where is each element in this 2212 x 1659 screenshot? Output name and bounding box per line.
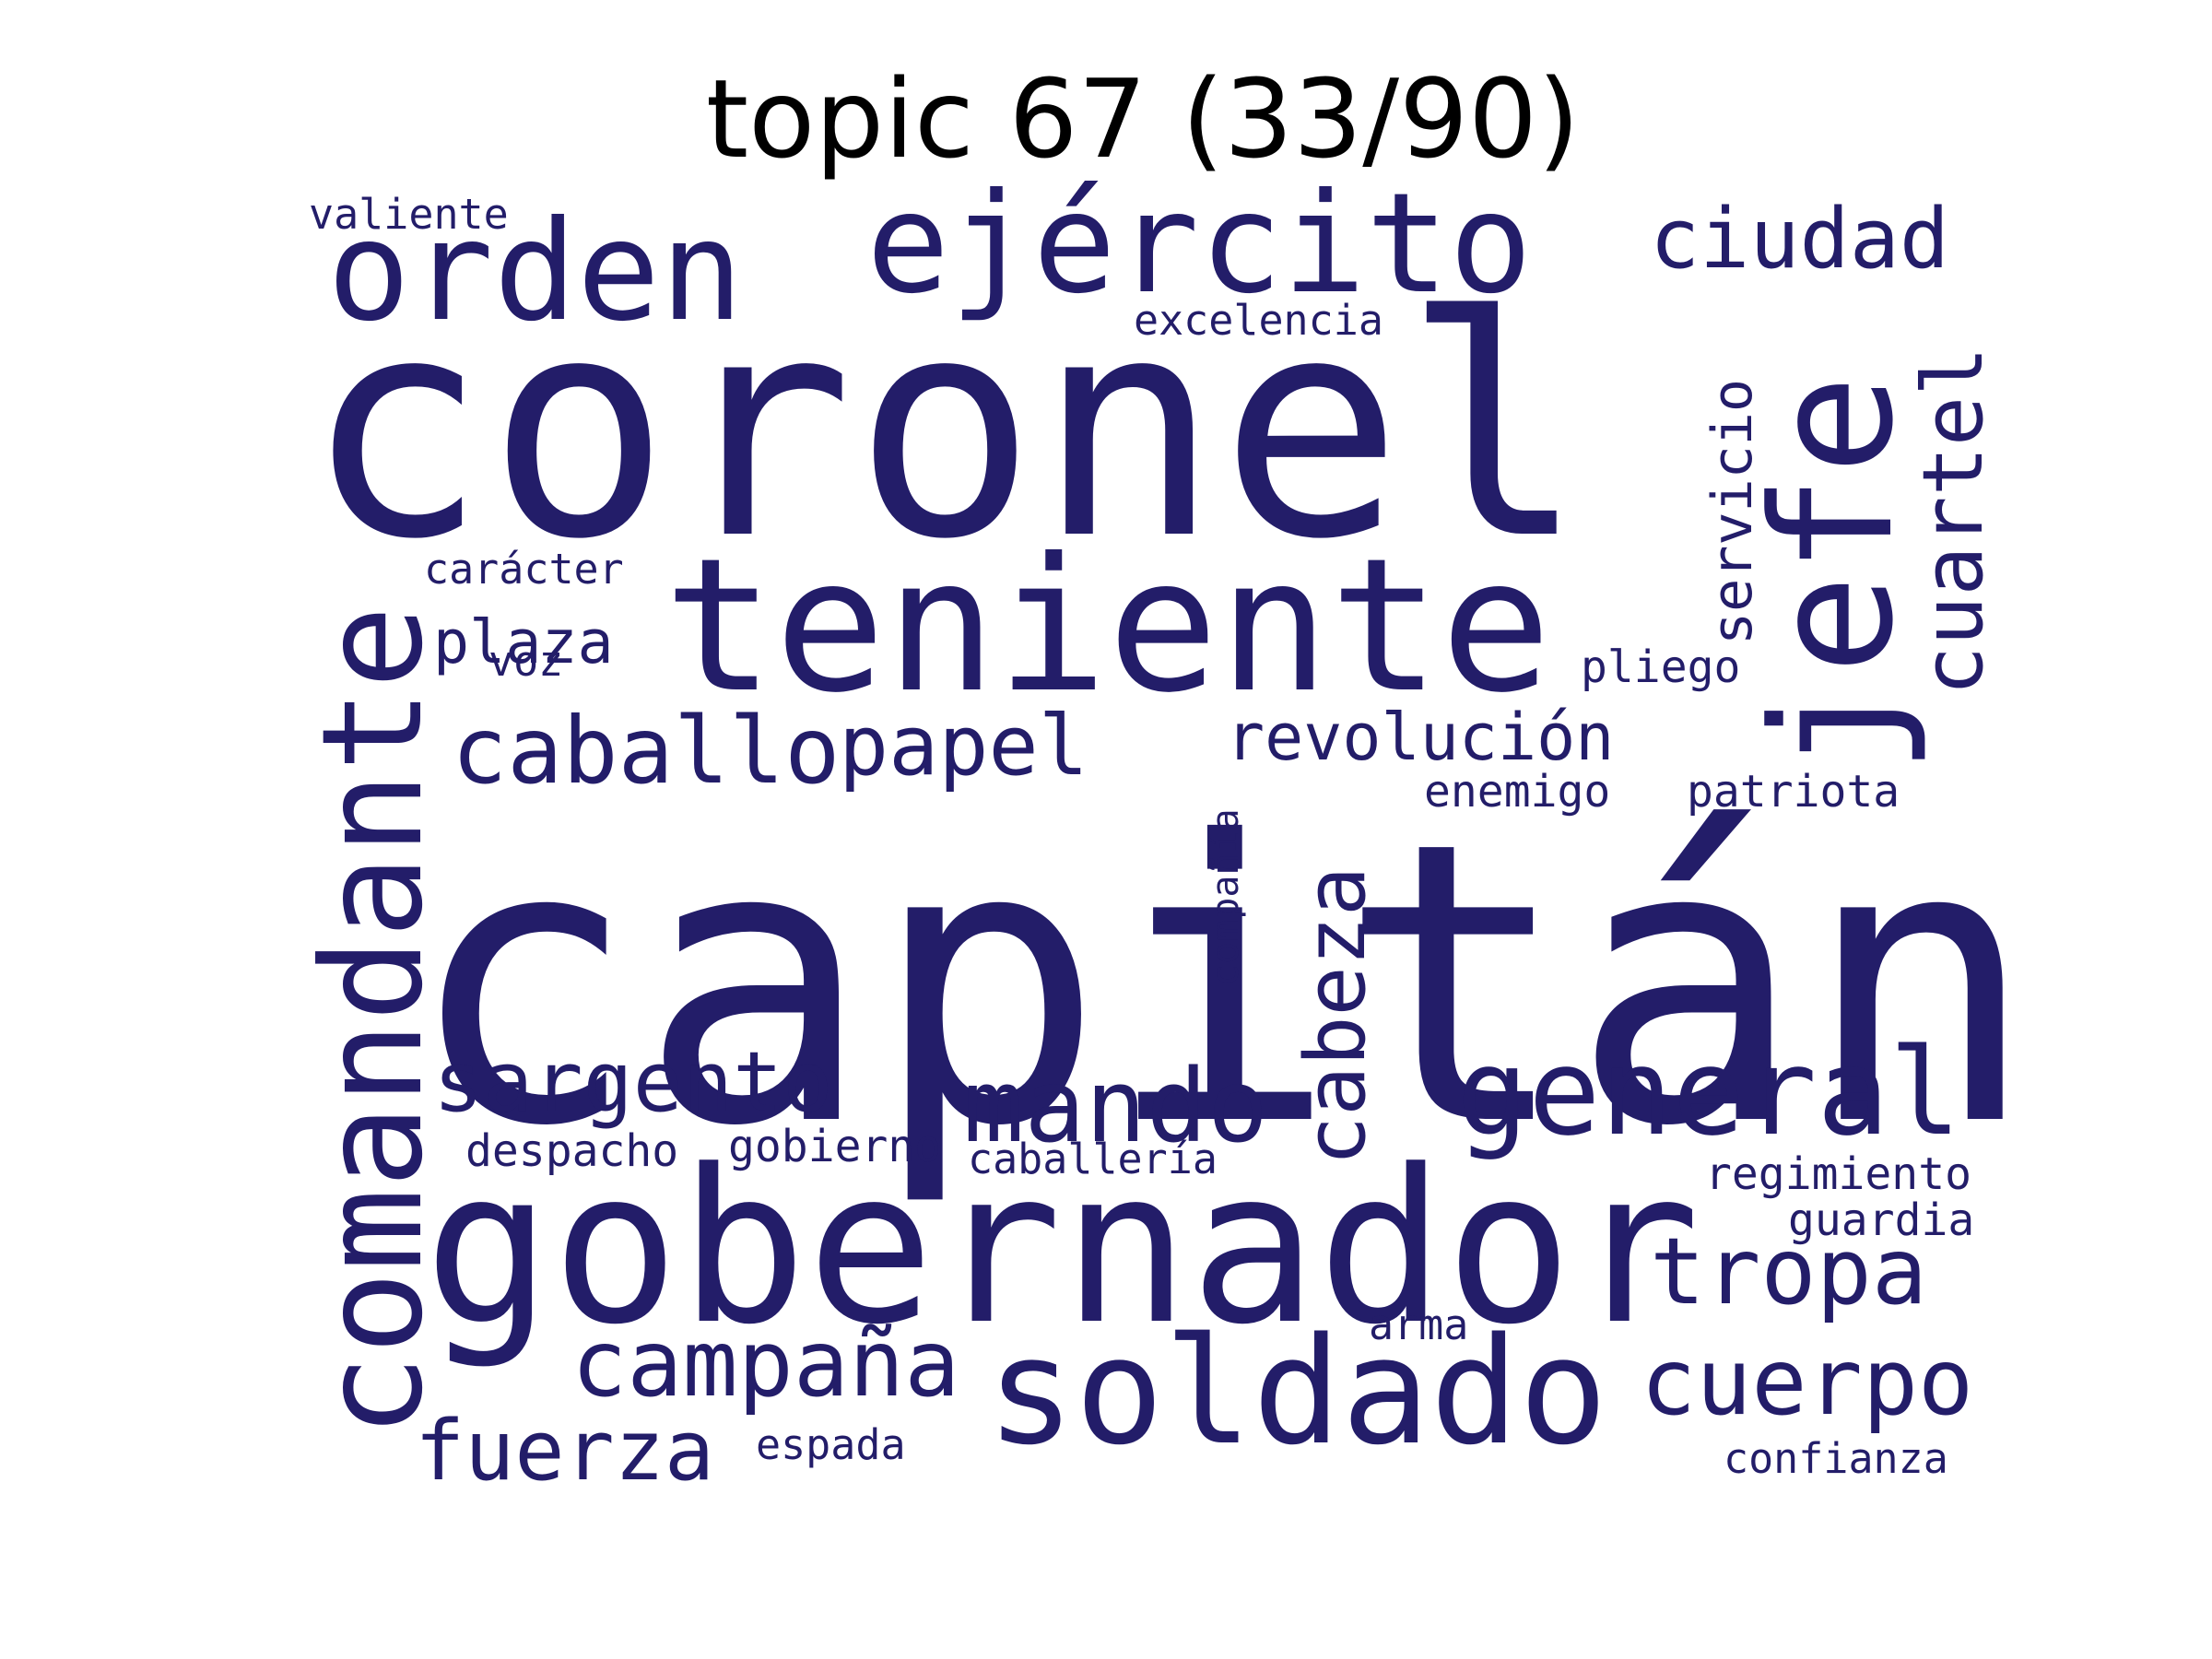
word-23: plaza xyxy=(433,608,614,677)
word-9: general xyxy=(1456,1022,1961,1162)
word-0: capitán xyxy=(406,760,2038,1211)
word-4: comandante xyxy=(293,605,453,1438)
word-3: teniente xyxy=(664,519,1552,734)
word-18: fuerza xyxy=(415,1403,715,1500)
word-26: enemigo xyxy=(1424,766,1611,818)
word-24: compañía xyxy=(1205,808,1247,986)
wordcloud-title: topic 67 (33/90) xyxy=(705,55,1581,182)
word-28: regimiento xyxy=(1705,1148,1971,1200)
word-14: cabeza xyxy=(1288,865,1384,1166)
word-33: gobierno xyxy=(728,1121,942,1172)
word-30: confianza xyxy=(1724,1434,1948,1483)
word-31: excelencia xyxy=(1134,296,1383,345)
word-36: valiente xyxy=(309,190,509,239)
word-39: arma xyxy=(1369,1300,1469,1349)
word-19: ciudad xyxy=(1650,191,1950,288)
word-5: jefe xyxy=(1737,374,1930,774)
word-21: revolución xyxy=(1226,700,1615,775)
word-34: caballería xyxy=(968,1135,1218,1183)
word-35: carácter xyxy=(424,545,624,594)
word-16: caballo xyxy=(452,697,841,805)
word-2: gobernador xyxy=(424,1125,1700,1371)
word-22: servicio xyxy=(1700,379,1765,645)
word-37: voz xyxy=(488,637,564,686)
word-11: tropa xyxy=(1650,1218,1928,1325)
word-13: campaña xyxy=(571,1310,960,1418)
word-20: papel xyxy=(839,698,1088,794)
word-12: cuerpo xyxy=(1641,1328,1974,1436)
word-17: sargento xyxy=(433,1034,833,1131)
word-32: despacho xyxy=(465,1125,679,1177)
word-7: ejército xyxy=(866,164,1533,324)
word-1: coronel xyxy=(304,252,1586,606)
word-6: soldado xyxy=(986,1305,1608,1477)
word-29: guardia xyxy=(1788,1194,1975,1246)
word-25: patriota xyxy=(1687,766,1900,818)
word-38: espada xyxy=(756,1420,906,1469)
word-10: mando xyxy=(963,1047,1269,1165)
word-8: orden xyxy=(327,192,744,352)
word-27: pliego xyxy=(1581,641,1741,693)
word-15: cuartel xyxy=(1905,346,2002,696)
